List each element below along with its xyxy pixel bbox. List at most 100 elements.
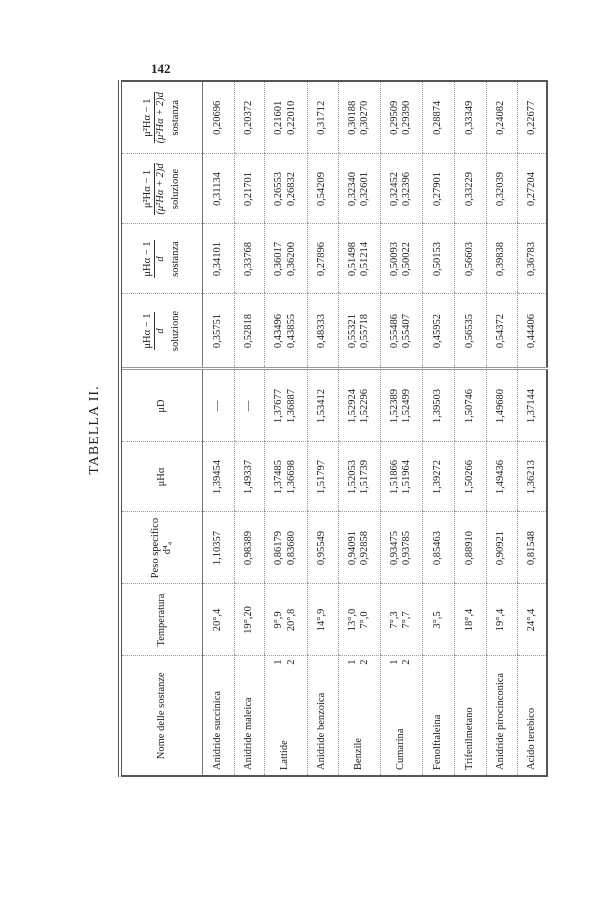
cell-density: 0,93475 0,93785 xyxy=(380,512,422,584)
cell-f2-solution: 0,27204 xyxy=(517,154,547,224)
header-density: Peso specifico d⁴₄ xyxy=(120,512,202,584)
cell-density: 0,90921 xyxy=(486,512,517,584)
cell-temperature: 19°,4 xyxy=(486,584,517,656)
name-wrap: Anidride pirocinconica xyxy=(495,660,507,770)
f1-denominator: d xyxy=(154,328,166,334)
substance-name: Anidride pirocinconica xyxy=(495,672,507,770)
cell-f2-substance: 0,20696 xyxy=(202,81,234,154)
cell-temperature: 7°,3 7°,7 xyxy=(380,584,422,656)
table-row: Anidride maleica 19°,20 0,98389 1,49337—0,5… xyxy=(234,81,264,776)
header-temperature: Temperatura xyxy=(120,584,202,656)
header-f2-solution: μ²Hα − 1 (μ²Hα + 2)d soluzione xyxy=(120,154,202,224)
header-f1-substance: μHα − 1 d sostanza xyxy=(120,224,202,294)
cell-index: 1 2 xyxy=(388,659,412,665)
cell-f1-substance: 0,33768 xyxy=(234,224,264,294)
cell-mu-d: — xyxy=(234,369,264,442)
data-table-rotated: Nome delle sostanze Temperatura Peso spe… xyxy=(118,81,547,777)
cell-f1-substance: 0,39838 xyxy=(486,224,517,294)
header-name: Nome delle sostanze xyxy=(120,656,202,776)
cell-f1-solution: 0,44406 xyxy=(517,294,547,369)
header-row: Nome delle sostanze Temperatura Peso spe… xyxy=(120,81,202,776)
cell-f2-solution: 0,21701 xyxy=(234,154,264,224)
cell-index: 1 2 xyxy=(346,659,370,665)
cell-temperature: 3°,5 xyxy=(422,584,454,656)
cell-mu-d: 1,53412 xyxy=(307,369,338,442)
f1-denominator: d xyxy=(154,256,166,262)
f1-numerator: μHα − 1 xyxy=(141,312,155,350)
cell-mu-d: 1,49680 xyxy=(486,369,517,442)
cell-f1-solution: 0,54372 xyxy=(486,294,517,369)
cell-temperature: 24°,4 xyxy=(517,584,547,656)
cell-density: 0,98389 xyxy=(234,512,264,584)
name-wrap: Anidride succinica xyxy=(212,660,224,770)
cell-temperature: 9°,9 20°,8 xyxy=(264,584,307,656)
table-row: Trifenilmetano 18°,4 0,88910 1,50266 1,50746… xyxy=(454,81,486,776)
cell-name: Anidride benzoica xyxy=(307,656,338,776)
cell-f2-solution: 0,31134 xyxy=(202,154,234,224)
cell-f1-substance: 0,56603 xyxy=(454,224,486,294)
substance-name: Trifenilmetano xyxy=(463,707,475,770)
table-row: Fenolftaleina 3°,5 0,85463 1,39272 1,39503 0,… xyxy=(422,81,454,776)
cell-f2-solution: 0,32340 0,32601 xyxy=(338,154,380,224)
cell-f1-solution: 0,55321 0,55718 xyxy=(338,294,380,369)
table-title: TABELLA II. xyxy=(87,385,102,475)
cell-mu-halpha: 1,51797 xyxy=(307,442,338,512)
name-wrap: Benzile 1 2 xyxy=(347,660,371,771)
substance-name: Anidride maleica xyxy=(242,697,254,770)
cell-density: 0,88910 xyxy=(454,512,486,584)
f2-numerator: μ²Hα − 1 xyxy=(141,163,155,215)
cell-mu-halpha: 1,36213 xyxy=(517,442,547,512)
cell-temperature: 14°,9 xyxy=(307,584,338,656)
f2-sol-label: soluzione xyxy=(169,168,181,210)
cell-name: Trifenilmetano xyxy=(454,656,486,776)
cell-temperature: 20°,4 xyxy=(202,584,234,656)
cell-mu-halpha: 1,49337 xyxy=(234,442,264,512)
cell-f2-solution: 0,32452 0,32396 xyxy=(380,154,422,224)
cell-density: 0,95549 xyxy=(307,512,338,584)
cell-mu-halpha: 1,37485 1,36698 xyxy=(264,442,307,512)
cell-f1-substance: 0,36783 xyxy=(517,224,547,294)
cell-f2-solution: 0,32039 xyxy=(486,154,517,224)
table-row: Cumarina 1 2 7°,3 7°,7 0,93475 0,93785 1,518… xyxy=(380,81,422,776)
name-wrap: Acido terebico xyxy=(525,660,538,770)
name-wrap: Cumarina 1 2 xyxy=(389,660,413,771)
cell-f1-substance: 0,51498 0,51214 xyxy=(338,224,380,294)
cell-temperature: 13°,0 7°,0 xyxy=(338,584,380,656)
table-row: Benzile 1 2 13°,0 7°,0 0,94091 0,92858 1,520… xyxy=(338,81,380,776)
table-row: Acido terebico 24°,4 0,81548 1,36213 1,37144… xyxy=(517,81,547,776)
header-mu-d: μD xyxy=(120,369,202,442)
cell-mu-halpha: 1,49436 xyxy=(486,442,517,512)
cell-mu-d: 1,37677 1,36887 xyxy=(264,369,307,442)
name-wrap: Anidride maleica xyxy=(242,660,255,770)
cell-f2-substance: 0,22677 xyxy=(517,81,547,154)
table-row: Anidride benzoica 14°,9 0,95549 1,51797 1,53… xyxy=(307,81,338,776)
header-mu-halpha: μHα xyxy=(120,442,202,512)
cell-name: Fenolftaleina xyxy=(422,656,454,776)
cell-f1-solution: 0,55486 0,55407 xyxy=(380,294,422,369)
cell-f1-solution: 0,35751 xyxy=(202,294,234,369)
cell-f1-solution: 0,52818 xyxy=(234,294,264,369)
cell-f1-solution: 0,45952 xyxy=(422,294,454,369)
cell-f1-substance: 0,50093 0,50022 xyxy=(380,224,422,294)
cell-name: Anidride maleica xyxy=(234,656,264,776)
cell-mu-d: — xyxy=(202,369,234,442)
cell-mu-halpha: 1,51866 1,51964 xyxy=(380,442,422,512)
cell-f2-solution: 0,27901 xyxy=(422,154,454,224)
cell-mu-d: 1,37144 xyxy=(517,369,547,442)
cell-density: 0,85463 xyxy=(422,512,454,584)
cell-name: Anidride pirocinconica xyxy=(486,656,517,776)
f1-sol-label: soluzione xyxy=(169,310,181,352)
header-f2-substance: μ²Hα − 1 (μ²Hα + 2)d sostanza xyxy=(120,81,202,154)
cell-density: 0,94091 0,92858 xyxy=(338,512,380,584)
header-f1-solution: μHα − 1 d soluzione xyxy=(120,294,202,369)
cell-f1-solution: 0,48333 xyxy=(307,294,338,369)
f2-denominator: (μ²Hα + 2)d xyxy=(154,163,166,215)
cell-f2-substance: 0,29509 0,29390 xyxy=(380,81,422,154)
name-wrap: Trifenilmetano xyxy=(463,660,476,770)
cell-f1-substance: 0,27896 xyxy=(307,224,338,294)
substance-name: Lattide xyxy=(279,740,291,770)
substance-name: Acido terebico xyxy=(525,707,537,770)
f2-numerator: μ²Hα − 1 xyxy=(141,92,155,144)
cell-f1-substance: 0,36017 0,36200 xyxy=(264,224,307,294)
cell-temperature: 18°,4 xyxy=(454,584,486,656)
